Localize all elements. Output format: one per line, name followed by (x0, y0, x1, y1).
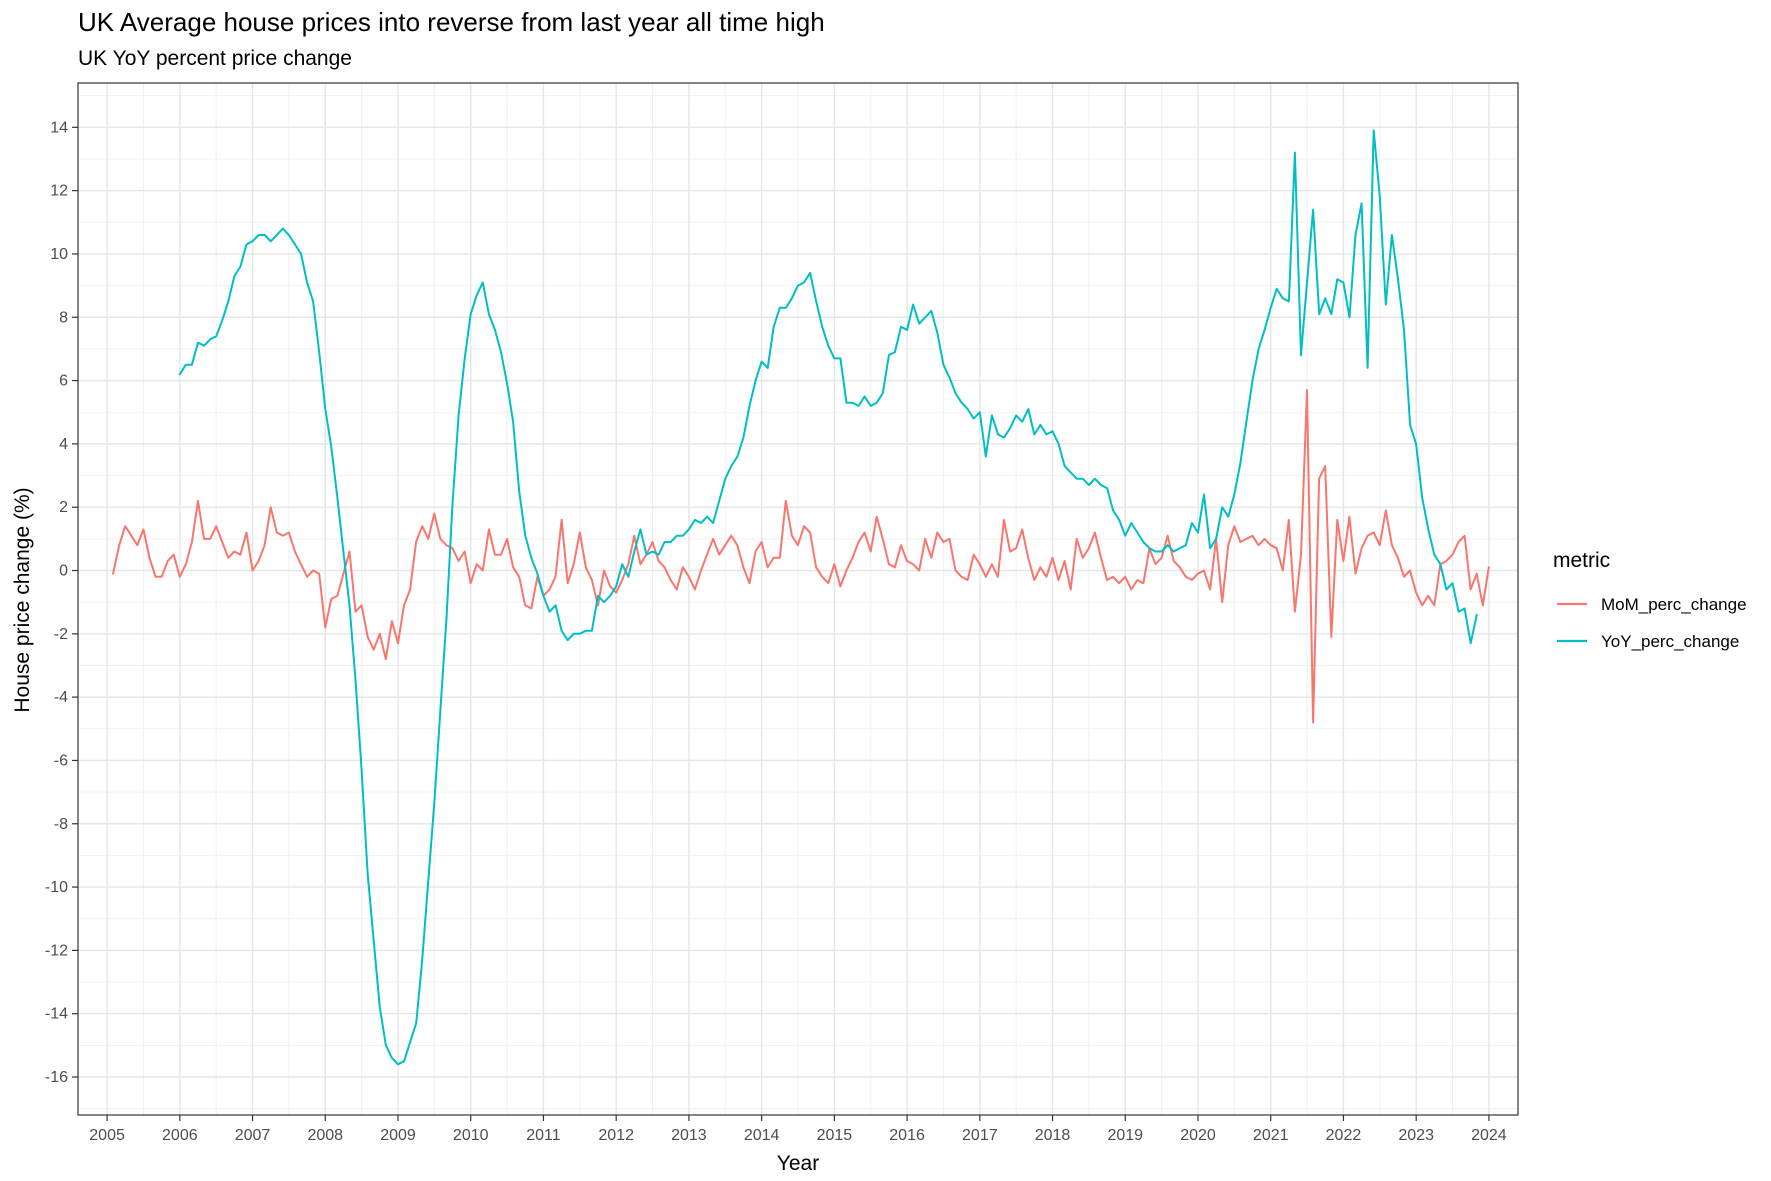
x-tick-label: 2013 (671, 1127, 707, 1144)
y-tick-label: 14 (50, 119, 68, 136)
x-tick-label: 2023 (1398, 1127, 1434, 1144)
chart-subtitle: UK YoY percent price change (78, 47, 352, 70)
x-tick-label: 2005 (89, 1127, 125, 1144)
legend-label: YoY_perc_change (1601, 632, 1739, 651)
x-tick-label: 2012 (598, 1127, 634, 1144)
x-tick-label: 2024 (1471, 1127, 1507, 1144)
x-tick-label: 2011 (526, 1127, 561, 1144)
x-tick-label: 2019 (1107, 1127, 1143, 1144)
chart-title: UK Average house prices into reverse fro… (78, 7, 825, 37)
major-gridlines (78, 83, 1518, 1115)
x-tick-label: 2021 (1253, 1127, 1289, 1144)
y-tick-label: -16 (45, 1069, 68, 1086)
y-tick-label: -12 (45, 942, 68, 959)
series-layer (112, 129, 1490, 1066)
y-tick-label: -6 (54, 752, 68, 769)
y-tick-label: 4 (59, 436, 68, 453)
y-tick-label: -14 (45, 1006, 68, 1023)
plot-border (77, 82, 1519, 1116)
x-tick-label: 2016 (889, 1127, 925, 1144)
y-tick-label: 2 (59, 499, 68, 516)
y-axis: 14 12 10 8 6 4 2 0 -2 -4 -6 -8 -10 -12 -14 -16 (45, 119, 78, 1086)
y-tick-label: -10 (45, 879, 68, 896)
y-tick-label: 0 (59, 563, 68, 580)
x-tick-label: 2014 (744, 1127, 780, 1144)
x-tick-label: 2022 (1326, 1127, 1362, 1144)
x-tick-label: 2008 (307, 1127, 343, 1144)
x-tick-label: 2015 (817, 1127, 853, 1144)
legend-title: metric (1553, 549, 1610, 572)
y-tick-label: -2 (54, 626, 68, 643)
y-tick-label: 6 (59, 373, 68, 390)
series-line-yoy-perc-change (178, 129, 1478, 1066)
y-tick-label: 10 (50, 246, 68, 263)
x-axis-title: Year (777, 1152, 819, 1175)
series-line-mom-perc-change (112, 389, 1490, 724)
y-tick-label: 12 (50, 183, 68, 200)
legend: metric MoM_perc_change YoY_perc_change (1553, 549, 1747, 651)
x-axis: 2005 2006 2007 2008 2009 2010 2011 2012 2013 2014… (89, 1115, 1507, 1144)
y-tick-label: -8 (54, 816, 68, 833)
y-axis-title: House price change (%) (11, 487, 34, 712)
y-tick-label: -4 (54, 689, 68, 706)
x-tick-label: 2007 (235, 1127, 271, 1144)
legend-label: MoM_perc_change (1601, 595, 1747, 614)
x-tick-label: 2020 (1180, 1127, 1216, 1144)
minor-gridlines (78, 83, 1518, 1115)
x-tick-label: 2006 (162, 1127, 198, 1144)
x-tick-label: 2017 (962, 1127, 998, 1144)
y-tick-label: 8 (59, 309, 68, 326)
x-tick-label: 2018 (1035, 1127, 1071, 1144)
x-tick-label: 2010 (453, 1127, 489, 1144)
x-tick-label: 2009 (380, 1127, 416, 1144)
